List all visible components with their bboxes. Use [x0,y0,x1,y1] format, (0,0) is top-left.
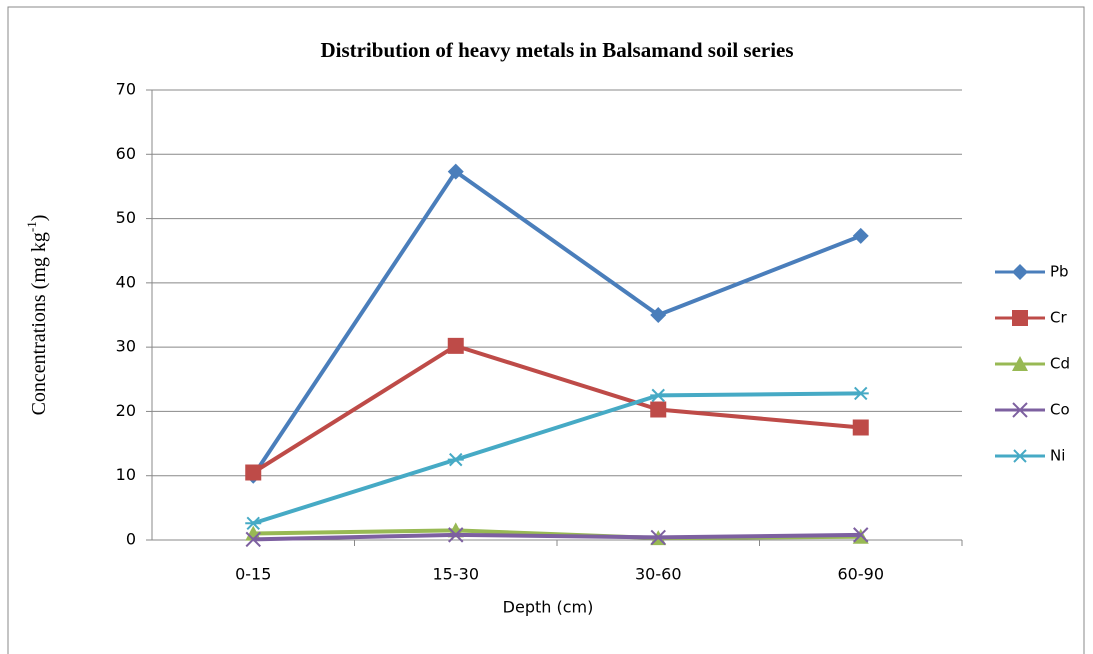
y-axis-label-sup: -1 [24,221,39,232]
legend-marker [1012,449,1028,463]
x-tick-label: 60-90 [838,565,885,584]
marker [447,452,464,467]
x-axis-label: Depth (cm) [503,598,594,617]
y-tick-label: 0 [126,530,136,549]
x-tick-label: 0-15 [235,565,271,584]
legend-marker [1012,356,1028,371]
y-tick-label: 30 [116,337,136,356]
legend-marker [1012,402,1028,418]
marker [245,516,262,530]
line [251,169,862,477]
marker [245,525,262,541]
line [252,391,861,526]
legend-label: Cd [1050,355,1070,373]
line [253,532,861,542]
y-tick-label: 20 [116,401,136,420]
chart-frame [7,6,1085,654]
marker [650,529,666,546]
marker [650,388,667,403]
y-axis-label: Concentrations (mg kg-1) [24,215,50,416]
y-tick-label: 70 [116,80,136,99]
legend-label: Pb [1050,263,1069,281]
marker [447,337,464,354]
chart-title: Distribution of heavy metals in Balsaman… [320,38,793,62]
x-tick-label: 30-60 [635,565,682,584]
marker [852,386,869,401]
marker [650,307,667,323]
marker [245,531,261,548]
line [252,343,861,475]
marker [852,419,869,436]
y-tick-label: 40 [116,272,136,291]
marker [448,527,464,543]
y-tick-label: 50 [116,208,136,227]
legend-label: Co [1050,401,1070,419]
marker [447,163,464,180]
legend-label: Cr [1050,309,1067,327]
legend-marker [1012,310,1028,326]
marker [853,527,869,543]
marker [245,464,262,481]
x-tick-label: 15-30 [433,565,480,584]
legend-marker [1012,264,1028,280]
marker [650,401,667,418]
y-axis-label-text: Concentrations (mg kg [28,232,50,415]
legend-label: Ni [1050,447,1065,465]
y-tick-label: 60 [116,144,136,163]
marker [852,227,869,244]
y-tick-label: 10 [116,465,136,484]
y-axis-label-end: ) [28,215,50,222]
